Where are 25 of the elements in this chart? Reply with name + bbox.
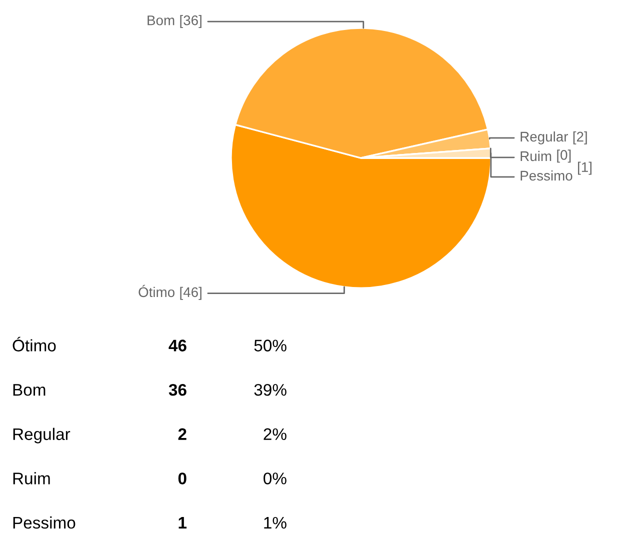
data-label: [2] [573, 131, 587, 144]
text: 0% [264, 472, 286, 484]
text: Ruim [13, 472, 50, 484]
text: 1 [178, 517, 187, 529]
slice-label: Bom [148, 16, 174, 26]
text: 50% [254, 340, 286, 352]
text: Regular [13, 428, 70, 444]
text: 0 [178, 472, 186, 484]
slice-label: Pessimo [520, 170, 572, 181]
legend-label: Ruim [520, 150, 552, 162]
text: 2 [178, 428, 186, 440]
text: 36 [168, 384, 186, 396]
text: Bom [13, 384, 46, 396]
data-label: [36] [180, 15, 202, 28]
text: [0] [557, 150, 571, 163]
text: 39% [254, 384, 286, 396]
text: Pessimo [13, 516, 76, 529]
slice-label: Regular [520, 131, 568, 144]
data-label: [1] [578, 162, 592, 175]
text: 1% [264, 516, 286, 529]
text: Ótimo [12, 336, 56, 352]
text: 46 [168, 340, 186, 352]
data-label: [46] [180, 286, 202, 300]
slice-label: Ótimo [138, 284, 174, 298]
text: 2% [264, 428, 286, 440]
